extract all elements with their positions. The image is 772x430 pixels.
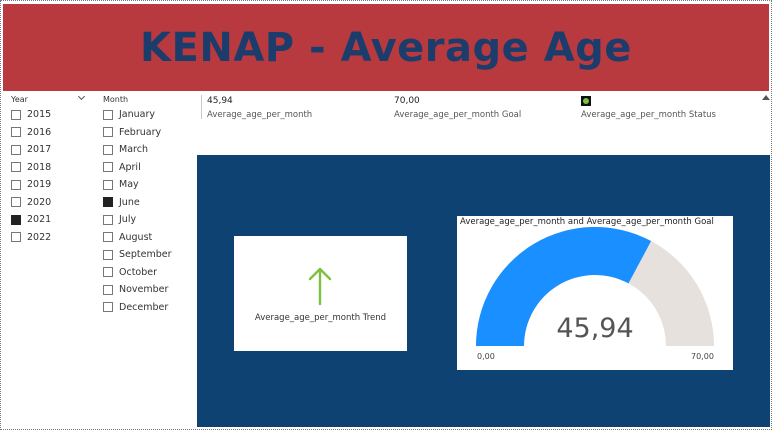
year-slicer-checkbox[interactable] <box>11 109 21 120</box>
divider <box>201 95 202 119</box>
status-indicator-icon <box>581 96 591 106</box>
kpi-status-label: Average_age_per_month Status <box>581 110 716 120</box>
month-slicer-checkbox[interactable] <box>103 249 113 260</box>
year-slicer-checkbox[interactable] <box>11 127 21 138</box>
year-slicer-item[interactable]: 2020 <box>11 194 51 212</box>
trend-label: Average_age_per_month Trend <box>254 313 387 323</box>
month-slicer-checkbox[interactable] <box>103 109 113 120</box>
gauge-min-label: 0,00 <box>477 352 495 361</box>
month-slicer-checkbox[interactable] <box>103 162 113 173</box>
month-slicer-checkbox[interactable] <box>103 144 113 155</box>
year-slicer-checkbox[interactable] <box>11 162 21 173</box>
year-slicer-label: 2016 <box>27 126 52 138</box>
month-slicer-checkbox[interactable] <box>103 232 113 243</box>
month-slicer-item[interactable]: May <box>103 176 172 194</box>
year-slicer-item[interactable]: 2018 <box>11 159 51 177</box>
month-slicer-item[interactable]: December <box>103 299 172 317</box>
gauge-chart: 45,94 <box>476 227 714 346</box>
month-slicer-item[interactable]: March <box>103 141 172 159</box>
year-slicer-label: 2019 <box>27 179 52 191</box>
month-slicer-checkbox[interactable] <box>103 302 113 313</box>
gauge-title: Average_age_per_month and Average_age_pe… <box>460 217 714 227</box>
month-slicer-item[interactable]: August <box>103 229 172 247</box>
year-slicer-header: Year <box>11 95 28 104</box>
kpi-value-label: Average_age_per_month <box>207 110 313 120</box>
month-slicer-item[interactable]: June <box>103 194 172 212</box>
month-slicer-label: August <box>119 231 153 243</box>
month-slicer-header: Month <box>103 95 129 104</box>
year-slicer-checkbox[interactable] <box>11 232 21 243</box>
gauge-value: 45,94 <box>556 313 633 344</box>
gauge-fill <box>476 227 652 346</box>
month-slicer-label: June <box>119 196 140 208</box>
month-slicer-label: December <box>119 301 169 313</box>
gauge-card[interactable]: Average_age_per_month and Average_age_pe… <box>457 216 733 370</box>
year-slicer-item[interactable]: 2019 <box>11 176 51 194</box>
gauge-max-label: 70,00 <box>691 352 714 361</box>
year-slicer: 2015 2016 2017 2018 2019 2020 2021 2022 <box>11 106 51 246</box>
kpi-value: 45,94 <box>207 96 233 106</box>
year-slicer-checkbox[interactable] <box>11 144 21 155</box>
year-slicer-label: 2015 <box>27 109 52 121</box>
year-slicer-item[interactable]: 2016 <box>11 124 51 142</box>
month-slicer-checkbox[interactable] <box>103 284 113 295</box>
year-slicer-checkbox[interactable] <box>11 179 21 190</box>
chevron-down-icon[interactable] <box>78 94 86 102</box>
month-slicer-checkbox[interactable] <box>103 179 113 190</box>
month-slicer-label: July <box>119 214 137 226</box>
month-slicer-item[interactable]: July <box>103 211 172 229</box>
month-slicer-label: May <box>119 179 139 191</box>
month-slicer-item[interactable]: February <box>103 124 172 142</box>
month-slicer-item[interactable]: October <box>103 264 172 282</box>
month-slicer-checkbox[interactable] <box>103 214 113 225</box>
year-slicer-checkbox[interactable] <box>11 197 21 208</box>
kpi-goal: 70,00 <box>394 96 420 106</box>
year-slicer-item[interactable]: 2017 <box>11 141 51 159</box>
month-slicer-label: February <box>119 126 162 138</box>
year-slicer-label: 2018 <box>27 161 52 173</box>
year-slicer-item[interactable]: 2015 <box>11 106 51 124</box>
month-slicer-label: November <box>119 284 169 296</box>
trend-card[interactable]: Average_age_per_month Trend <box>234 236 407 351</box>
month-slicer-label: April <box>119 161 141 173</box>
trend-up-arrow-icon <box>308 267 332 306</box>
month-slicer-checkbox[interactable] <box>103 267 113 278</box>
year-slicer-label: 2020 <box>27 196 52 208</box>
kpi-goal-label: Average_age_per_month Goal <box>394 110 522 120</box>
year-slicer-item[interactable]: 2021 <box>11 211 51 229</box>
month-slicer-checkbox[interactable] <box>103 127 113 138</box>
year-slicer-label: 2021 <box>27 214 52 226</box>
year-slicer-label: 2022 <box>27 231 52 243</box>
report-title: KENAP - Average Age <box>140 24 632 71</box>
month-slicer: January February March April May June July Augu… <box>103 106 172 316</box>
month-slicer-item[interactable]: April <box>103 159 172 177</box>
month-slicer-label: October <box>119 266 158 278</box>
month-slicer-label: January <box>119 109 156 121</box>
month-slicer-label: March <box>119 144 148 156</box>
year-slicer-label: 2017 <box>27 144 52 156</box>
month-slicer-item[interactable]: January <box>103 106 172 124</box>
year-slicer-item[interactable]: 2022 <box>11 229 51 247</box>
scroll-up-icon[interactable] <box>761 93 770 102</box>
month-slicer-checkbox[interactable] <box>103 197 113 208</box>
month-slicer-item[interactable]: September <box>103 246 172 264</box>
title-banner: KENAP - Average Age <box>3 4 769 91</box>
year-slicer-checkbox[interactable] <box>11 214 21 225</box>
month-slicer-label: September <box>119 249 172 261</box>
month-slicer-item[interactable]: November <box>103 281 172 299</box>
